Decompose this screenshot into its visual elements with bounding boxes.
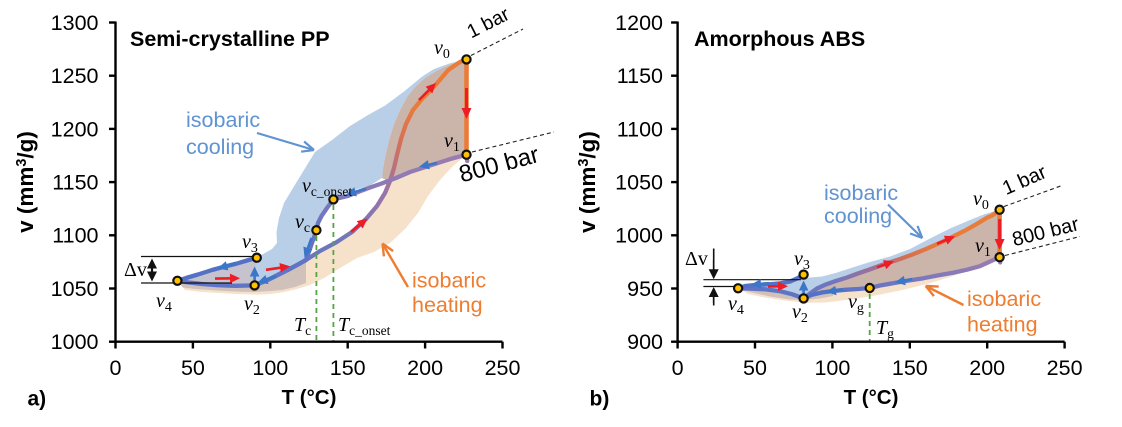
svg-text:150: 150 — [330, 356, 366, 380]
svg-text:1000: 1000 — [51, 330, 99, 354]
svg-text:1150: 1150 — [617, 64, 663, 88]
svg-text:T (°C): T (°C) — [844, 386, 899, 409]
svg-text:1200: 1200 — [51, 117, 99, 141]
svg-text:Δv: Δv — [685, 248, 708, 270]
svg-text:heating: heating — [412, 293, 483, 317]
svg-text:900: 900 — [627, 330, 663, 354]
svg-text:1100: 1100 — [52, 224, 98, 248]
svg-text:cooling: cooling — [824, 204, 892, 228]
svg-text:1100: 1100 — [617, 117, 663, 141]
svg-text:cooling: cooling — [186, 135, 254, 159]
svg-text:b): b) — [590, 388, 610, 411]
svg-text:200: 200 — [969, 356, 1005, 380]
svg-text:isobaric: isobaric — [824, 181, 898, 205]
svg-text:v (mm3/g): v (mm3/g) — [575, 131, 600, 233]
svg-text:200: 200 — [407, 356, 443, 380]
svg-text:1150: 1150 — [52, 171, 98, 195]
svg-text:a): a) — [28, 388, 47, 411]
svg-text:isobaric: isobaric — [967, 287, 1041, 311]
svg-text:1050: 1050 — [615, 171, 663, 195]
svg-text:1200: 1200 — [615, 11, 663, 35]
svg-text:0: 0 — [672, 356, 684, 380]
svg-text:100: 100 — [252, 356, 288, 380]
svg-text:50: 50 — [743, 356, 767, 380]
svg-text:Amorphous ABS: Amorphous ABS — [694, 27, 865, 51]
svg-text:heating: heating — [967, 313, 1038, 337]
svg-text:1050: 1050 — [51, 277, 99, 301]
svg-text:150: 150 — [892, 356, 928, 380]
svg-text:250: 250 — [485, 356, 521, 380]
svg-text:50: 50 — [181, 356, 205, 380]
svg-text:isobaric: isobaric — [412, 269, 486, 293]
svg-text:250: 250 — [1047, 356, 1083, 380]
svg-text:T (°C): T (°C) — [282, 386, 337, 409]
svg-text:isobaric: isobaric — [186, 108, 260, 132]
svg-text:Δv: Δv — [124, 259, 147, 281]
svg-text:1000: 1000 — [615, 224, 663, 248]
svg-text:1250: 1250 — [51, 64, 99, 88]
svg-text:v (mm3/g): v (mm3/g) — [13, 131, 38, 233]
svg-text:1300: 1300 — [51, 11, 99, 35]
svg-text:100: 100 — [814, 356, 850, 380]
svg-text:950: 950 — [627, 277, 663, 301]
svg-text:Semi-crystalline PP: Semi-crystalline PP — [130, 27, 330, 51]
svg-text:0: 0 — [110, 356, 122, 380]
